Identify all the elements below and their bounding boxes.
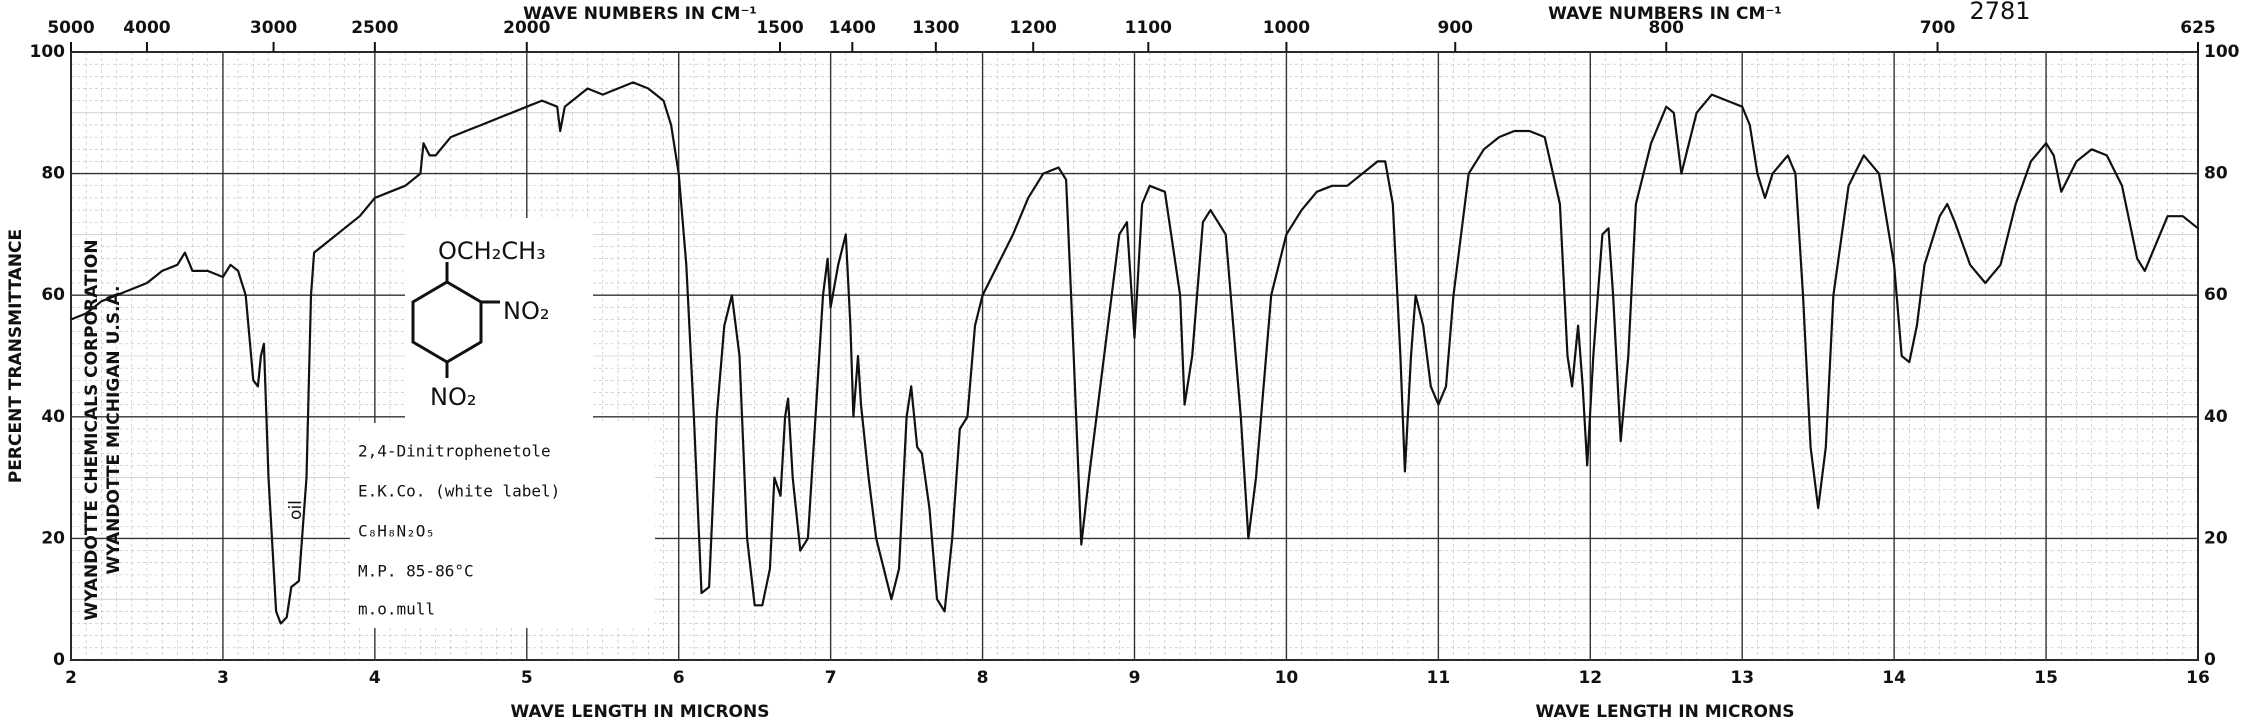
x-axis-label: WAVE LENGTH IN MICRONS (511, 702, 770, 722)
y-tick-label-right: 80 (2204, 164, 2228, 184)
y-axis-label: PERCENT TRANSMITTANCE (6, 229, 26, 483)
y-tick-label-right: 0 (2204, 650, 2216, 670)
x-tick-label: 12 (1578, 668, 1602, 688)
substituent: OCH₂CH₃ (438, 237, 546, 265)
x2-tick-label: 900 (1437, 18, 1473, 38)
x2-axis-label: WAVE NUMBERS IN CM⁻¹ (523, 4, 757, 24)
x2-tick-label: 1400 (829, 18, 876, 38)
x2-tick-label: 625 (2180, 18, 2216, 38)
x-tick-label: 14 (1882, 668, 1906, 688)
x2-tick-label: 1300 (912, 18, 959, 38)
publisher: WYANDOTTE CHEMICALS CORPORATION (82, 239, 102, 620)
x2-axis-label: WAVE NUMBERS IN CM⁻¹ (1548, 4, 1782, 24)
y-tick-label-right: 40 (2204, 407, 2228, 427)
info-line: m.o.mull (358, 600, 435, 619)
x-tick-label: 10 (1275, 668, 1299, 688)
x-axis-label: WAVE LENGTH IN MICRONS (1536, 702, 1795, 722)
x-tick-label: 11 (1427, 668, 1451, 688)
info-line: 2,4-Dinitrophenetole (358, 442, 551, 461)
band-note: oil (286, 500, 306, 520)
x-tick-label: 4 (369, 668, 381, 688)
y-tick-label: 40 (41, 407, 65, 427)
info-box: 2,4-Dinitrophenetole E.K.Co. (white labe… (350, 423, 655, 628)
info-background (350, 423, 655, 628)
x2-tick-label: 5000 (47, 18, 94, 38)
y-tick-label-right: 100 (2204, 42, 2240, 62)
x-tick-label: 3 (217, 668, 229, 688)
y-tick-label: 60 (41, 285, 65, 305)
x-tick-label: 16 (2186, 668, 2210, 688)
x2-tick-label: 2500 (351, 18, 398, 38)
x2-tick-label: 1500 (756, 18, 803, 38)
sample-number: 2781 (1969, 0, 2030, 25)
structure-box: OCH₂CH₃ NO₂ NO₂ (405, 218, 593, 423)
spectrum-line (70, 81, 2199, 625)
x2-tick-label: 3000 (250, 18, 297, 38)
x-tick-label: 8 (977, 668, 989, 688)
x2-tick-label: 1200 (1010, 18, 1057, 38)
x2-tick-label: 1000 (1263, 18, 1310, 38)
y-tick-label: 100 (30, 42, 66, 62)
info-line: E.K.Co. (white label) (358, 482, 560, 501)
x-tick-label: 5 (521, 668, 533, 688)
substituent: NO₂ (430, 383, 476, 411)
publisher: WYANDOTTE MICHIGAN U.S.A. (104, 286, 124, 575)
x-tick-label: 15 (2034, 668, 2058, 688)
x2-tick-label: 1100 (1125, 18, 1172, 38)
info-line: C₈H₈N₂O₅ (358, 522, 435, 541)
x2-tick-label: 800 (1649, 18, 1685, 38)
substituent: NO₂ (503, 297, 549, 325)
y-tick-label: 20 (41, 528, 65, 548)
structure-background (405, 218, 593, 423)
x2-tick-label: 4000 (123, 18, 170, 38)
x-tick-label: 13 (1730, 668, 1754, 688)
y-tick-label-right: 20 (2204, 528, 2228, 548)
x-tick-label: 6 (673, 668, 685, 688)
y-tick-label-right: 60 (2204, 285, 2228, 305)
info-line: M.P. 85-86°C (358, 562, 474, 581)
y-tick-label: 0 (53, 650, 65, 670)
x-tick-label: 2 (65, 668, 77, 688)
x2-tick-label: 2000 (503, 18, 550, 38)
x2-tick-label: 700 (1920, 18, 1956, 38)
y-tick-label: 80 (41, 164, 65, 184)
x-tick-label: 9 (1129, 668, 1141, 688)
x-tick-label: 7 (825, 668, 837, 688)
